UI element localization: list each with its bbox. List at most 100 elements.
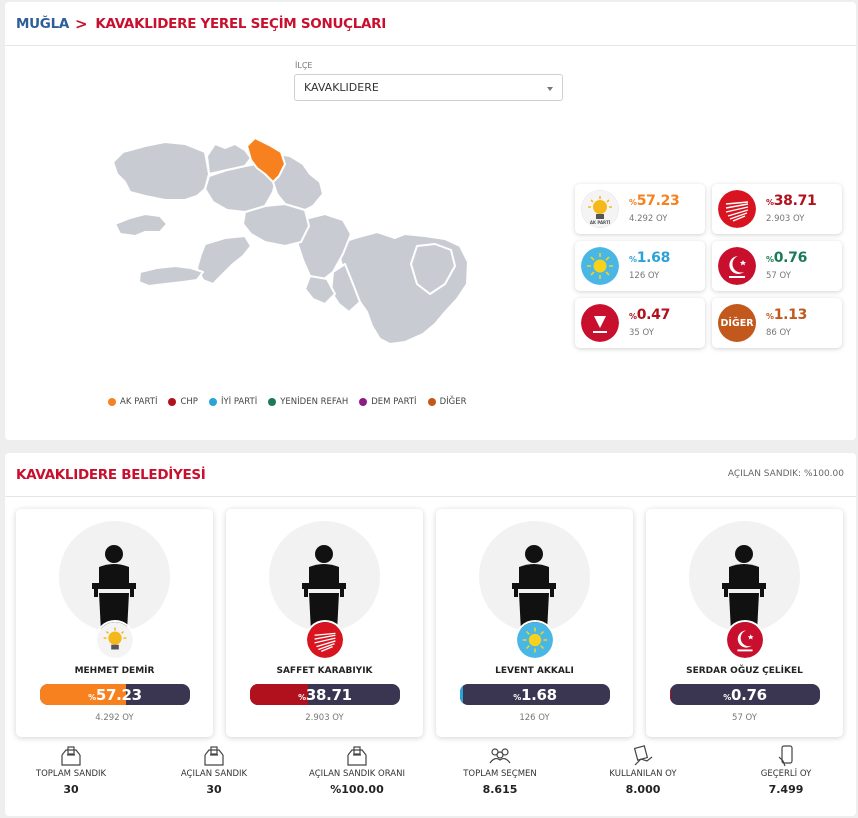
legend-item: AK PARTİ (108, 397, 157, 407)
stat-value: 8.000 (625, 783, 661, 796)
candidate-pct: 1.68 (520, 686, 557, 704)
podium-speaker-icon (269, 521, 380, 632)
legend-item: DEM PARTİ (359, 397, 417, 407)
party-result-box[interactable]: %38.71 2.903 OY (712, 184, 842, 234)
chp-logo-icon (305, 620, 345, 660)
party-result-box[interactable]: DİĞER %1.13 86 OY (712, 298, 842, 348)
stat-label: TOPLAM SEÇMEN (463, 769, 537, 779)
district-map (112, 137, 469, 345)
map-district-datca[interactable] (138, 265, 204, 287)
legend-dot (208, 398, 217, 406)
result-pct: 0.47 (636, 307, 671, 323)
ak-parti-logo-icon (95, 620, 135, 660)
legend-label: YENİDEN REFAH (280, 397, 349, 407)
candidate-card[interactable]: SAFFET KARABIYIK %38.71 2.903 OY (226, 509, 423, 737)
legend-dot (427, 398, 436, 406)
map-district-seydikemer[interactable] (410, 243, 456, 295)
party-result-box[interactable]: %0.47 35 OY (575, 298, 705, 348)
stat-value: 30 (63, 783, 79, 796)
svg-text:AK PARTİ: AK PARTİ (590, 220, 611, 225)
stat-value: 7.499 (768, 783, 804, 796)
result-votes: 86 OY (766, 328, 791, 338)
stat-valid-votes: GEÇERLİ OY 7.499 (716, 745, 856, 796)
legend-label: İYİ PARTİ (220, 397, 258, 407)
result-pct: 0.76 (773, 250, 808, 266)
chp-logo-icon (718, 190, 756, 228)
candidate-votes: 4.292 OY (95, 713, 134, 723)
candidate-name: SAFFET KARABIYIK (276, 666, 373, 676)
result-pct: 1.68 (636, 250, 671, 266)
candidate-pct-prefix: % (298, 693, 306, 702)
candidate-votes: 57 OY (732, 713, 757, 723)
candidate-pct-prefix: % (88, 693, 96, 702)
legend-label: DİĞER (439, 397, 467, 407)
stat-label: TOPLAM SANDIK (35, 769, 107, 779)
ak-parti-logo-icon: AK PARTİ (581, 190, 619, 228)
valid-vote-phone-icon (778, 745, 793, 767)
stat-votes-cast: KULLANILAN OY 8.000 (573, 745, 713, 796)
candidate-card[interactable]: LEVENT AKKALI %1.68 126 OY (436, 509, 633, 737)
party-result-box[interactable]: %0.76 57 OY (712, 241, 842, 291)
map-district-ortaca[interactable] (304, 275, 336, 305)
result-pct-prefix: % (629, 198, 637, 207)
result-votes: 4.292 OY (629, 214, 668, 224)
ballot-box-icon (204, 746, 224, 766)
result-pct-prefix: % (629, 312, 637, 321)
municipality-header: KAVAKLIDERE BELEDİYESİ AÇILAN SANDIK: %1… (5, 453, 856, 497)
stat-value: %100.00 (330, 783, 384, 796)
map-district-marmaris[interactable] (196, 235, 252, 285)
legend-label: AK PARTİ (120, 397, 158, 407)
candidate-name: LEVENT AKKALI (495, 666, 574, 676)
stat-opened-ballot-boxes: AÇILAN SANDIK 30 (144, 745, 284, 796)
result-pct: 57.23 (636, 193, 680, 209)
legend-dot (108, 398, 116, 406)
party-result-box[interactable]: AK PARTİ %57.23 4.292 OY (575, 184, 705, 234)
page-title: KAVAKLIDERE YEREL SEÇİM SONUÇLARI (95, 15, 386, 32)
district-select[interactable]: KAVAKLIDERE (294, 74, 563, 101)
map-district-yatagan[interactable] (206, 143, 252, 175)
podium-speaker-icon (689, 521, 800, 632)
stat-label: AÇILAN SANDIK ORANI (309, 769, 405, 779)
legend-item: YENİDEN REFAH (268, 397, 348, 407)
vote-share-bar-fill (40, 684, 126, 705)
legend-dot (168, 398, 177, 406)
map-district-kavaklidere[interactable] (246, 137, 286, 183)
candidate-name: SERDAR OĞUZ ÇELİKEL (686, 666, 803, 676)
vote-share-bar: %0.76 (670, 684, 820, 705)
vote-share-bar-fill (460, 684, 463, 705)
map-district-bodrum[interactable] (114, 213, 168, 237)
yeniden-refah-logo-icon (718, 247, 756, 285)
candidate-votes: 126 OY (519, 713, 550, 723)
vote-share-bar: %1.68 (460, 684, 610, 705)
voters-group-icon (489, 748, 511, 764)
result-pct-prefix: % (766, 255, 774, 264)
zafer-partisi-logo-icon (581, 304, 619, 342)
breadcrumb-city-link[interactable]: MUĞLA (16, 15, 70, 32)
yeniden-refah-logo-icon (725, 620, 765, 660)
result-votes: 126 OY (629, 271, 660, 281)
legend-item: İYİ PARTİ (208, 397, 258, 407)
candidate-pct-prefix: % (723, 693, 731, 702)
candidate-card[interactable]: MEHMET DEMİR %57.23 4.292 OY (16, 509, 213, 737)
hand-vote-icon (633, 745, 653, 766)
stat-value: 8.615 (482, 783, 518, 796)
ballot-box-icon (347, 746, 367, 766)
candidate-pct: 38.71 (305, 686, 352, 704)
podium-speaker-icon (479, 521, 590, 632)
legend-item: DİĞER (427, 397, 467, 407)
result-pct-prefix: % (766, 198, 774, 207)
candidate-name: MEHMET DEMİR (74, 666, 155, 676)
map-district-ula[interactable] (242, 203, 310, 247)
vote-share-bar: %38.71 (250, 684, 400, 705)
legend-item: CHP (168, 397, 198, 407)
district-select-label: İLÇE (295, 61, 313, 70)
party-result-box[interactable]: %1.68 126 OY (575, 241, 705, 291)
stat-total-voters: TOPLAM SEÇMEN 8.615 (430, 745, 570, 796)
diger-logo-icon: DİĞER (718, 304, 756, 342)
candidate-card[interactable]: SERDAR OĞUZ ÇELİKEL %0.76 57 OY (646, 509, 843, 737)
vote-share-bar-fill (670, 684, 672, 705)
map-district-milas[interactable] (112, 141, 210, 201)
candidate-pct: 57.23 (95, 686, 142, 704)
stat-label: KULLANILAN OY (609, 769, 677, 779)
vote-share-bar: %57.23 (40, 684, 190, 705)
